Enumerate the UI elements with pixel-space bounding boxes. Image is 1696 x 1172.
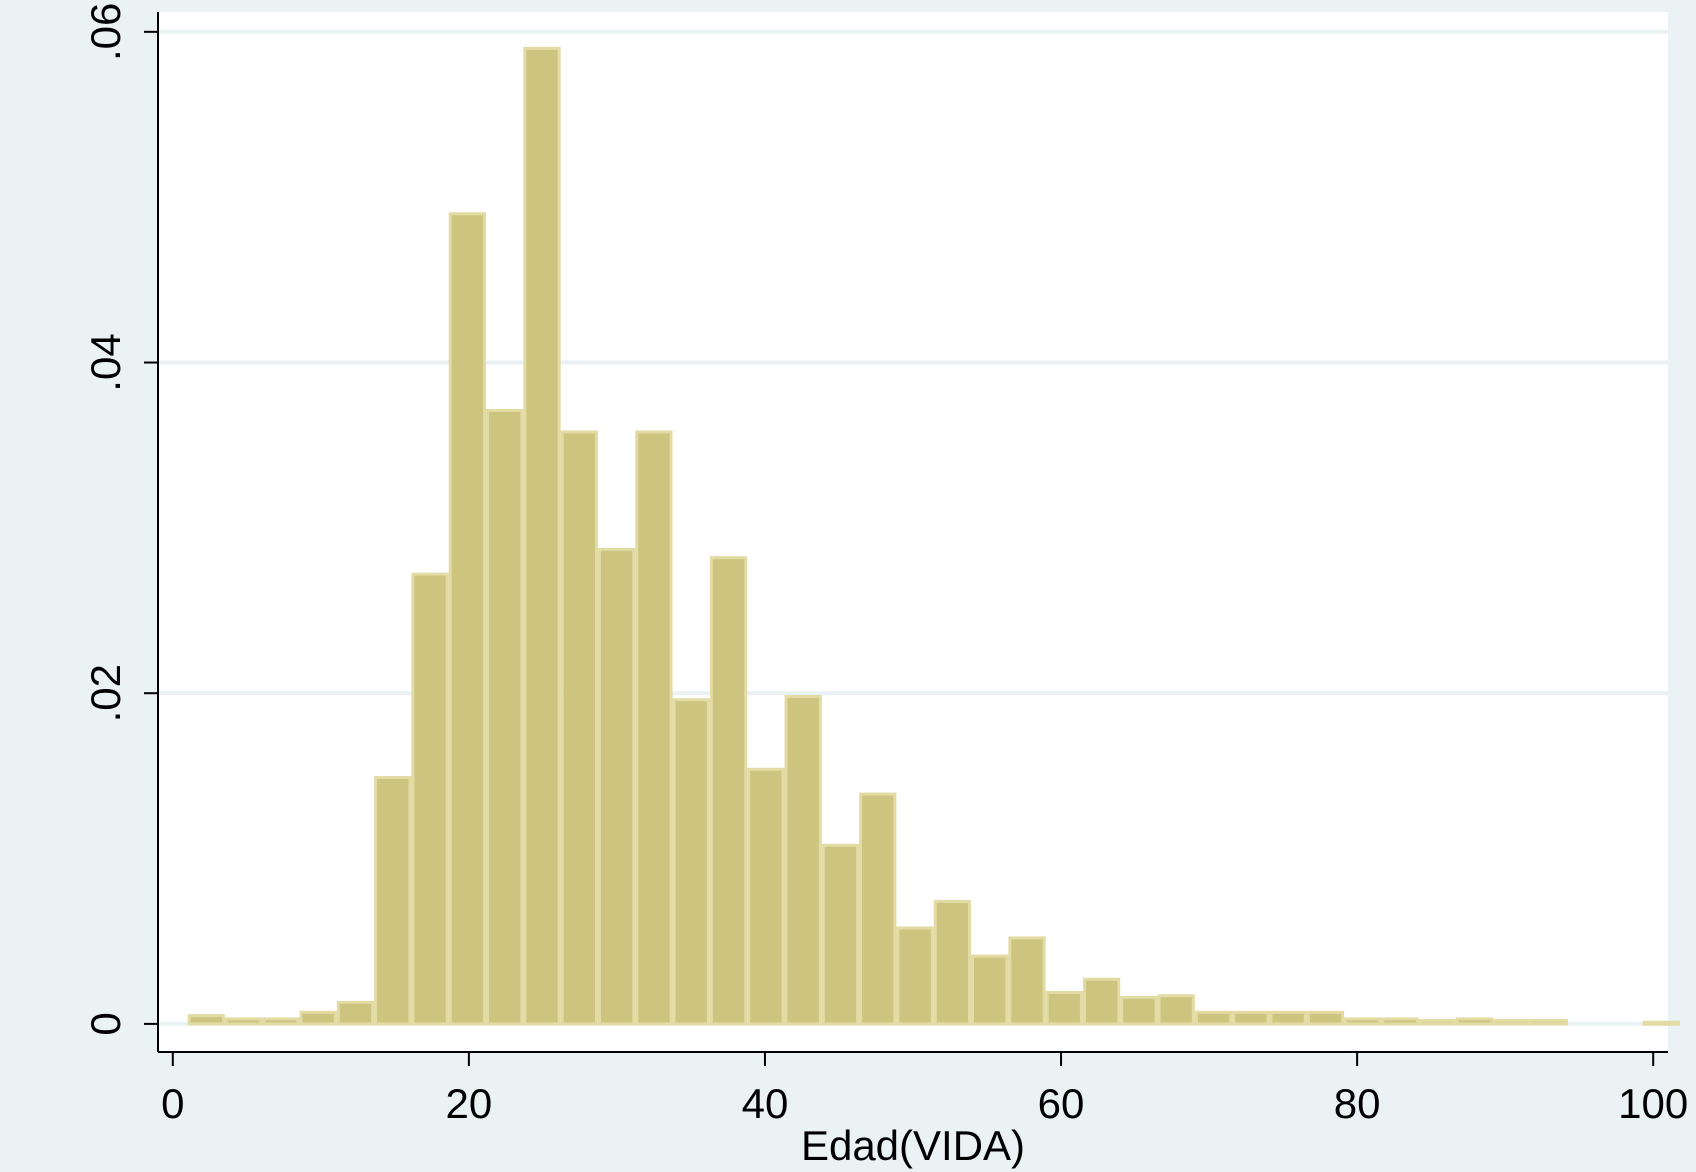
- histogram-bar: [1344, 1017, 1382, 1026]
- x-tick-label: 40: [742, 1080, 789, 1127]
- histogram-bar: [187, 1014, 225, 1026]
- histogram-bar: [1082, 977, 1121, 1026]
- histogram-bar: [299, 1010, 337, 1026]
- histogram-bar: [1045, 990, 1083, 1026]
- x-tick-label: 20: [446, 1080, 493, 1127]
- histogram-bar: [523, 46, 561, 1026]
- histogram-bar: [597, 547, 636, 1026]
- x-tick-label: 60: [1038, 1080, 1085, 1127]
- histogram-bar: [1232, 1010, 1270, 1026]
- histogram-bar: [1418, 1019, 1457, 1026]
- histogram-bar: [1456, 1017, 1494, 1026]
- histogram-bar: [971, 954, 1009, 1026]
- histogram-bar: [1381, 1017, 1419, 1026]
- histogram-bar: [448, 212, 487, 1026]
- y-tick-label: .04: [82, 333, 129, 391]
- x-tick-label: 80: [1334, 1080, 1381, 1127]
- y-axis-ticks: 0 .02 .04 .06: [82, 3, 158, 1036]
- bars: [187, 46, 1680, 1026]
- histogram-bar: [560, 430, 598, 1026]
- histogram-bar: [1306, 1010, 1345, 1026]
- histogram-bar: [1157, 994, 1195, 1026]
- histogram-bar: [224, 1017, 263, 1026]
- histogram-bar: [672, 698, 710, 1026]
- histogram-bar: [821, 843, 860, 1026]
- histogram-bar: [709, 556, 748, 1026]
- y-tick-label: .02: [82, 664, 129, 722]
- histogram-bar: [896, 926, 934, 1026]
- histogram-bar: [933, 900, 972, 1026]
- histogram-bar: [1493, 1019, 1531, 1026]
- histogram-bar: [1269, 1010, 1307, 1026]
- histogram-bar: [784, 695, 822, 1026]
- histogram-bar: [1530, 1019, 1568, 1026]
- histogram-bar: [859, 792, 897, 1026]
- histogram-bar: [1642, 1020, 1680, 1026]
- y-tick-label: 0: [82, 1012, 129, 1035]
- histogram-bar: [1008, 936, 1046, 1026]
- histogram-bar: [336, 1000, 375, 1026]
- x-tick-label: 0: [161, 1080, 184, 1127]
- histogram-bar: [635, 430, 673, 1026]
- histogram-bar: [411, 572, 449, 1026]
- x-tick-label: 100: [1618, 1080, 1688, 1127]
- x-axis-title: Edad(VIDA): [801, 1122, 1025, 1169]
- histogram-bar: [1194, 1010, 1233, 1026]
- histogram-bar: [1120, 995, 1158, 1026]
- y-tick-label: .06: [82, 3, 129, 61]
- histogram-bar: [262, 1017, 300, 1026]
- histogram-bar: [374, 776, 412, 1026]
- histogram-bar: [747, 767, 785, 1026]
- histogram-bar: [486, 408, 524, 1026]
- x-axis-ticks: 0 20 40 60 80 100: [161, 1052, 1688, 1127]
